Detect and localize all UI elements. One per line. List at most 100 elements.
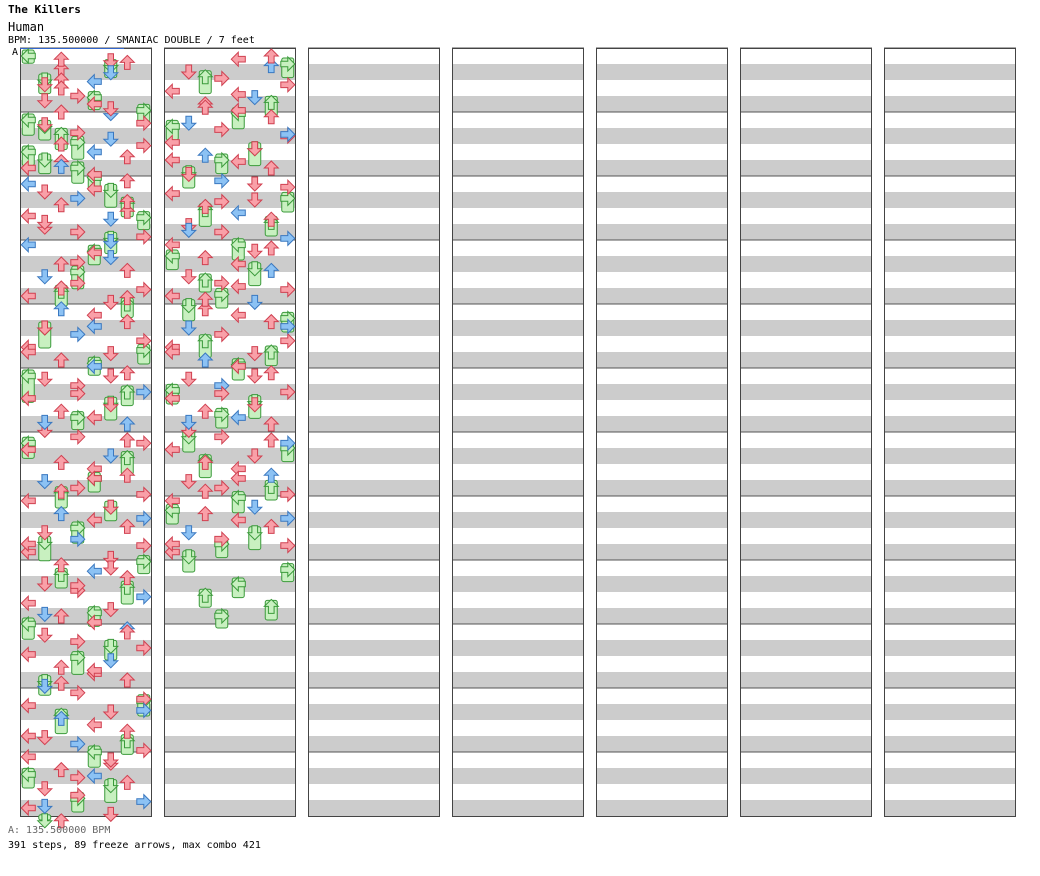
- freeze-head: [197, 69, 214, 85]
- quarter-note-arrow: [102, 101, 120, 117]
- eighth-note-arrow: [180, 222, 198, 239]
- beat-stripe: [884, 640, 1016, 656]
- beat-stripe: [452, 784, 584, 800]
- quarter-note-arrow: [164, 441, 180, 458]
- beat-stripe: [596, 48, 728, 64]
- quarter-note-arrow: [263, 313, 280, 330]
- beat-stripe: [20, 320, 152, 336]
- beat-stripe: [884, 592, 1016, 608]
- beat-stripe: [20, 368, 152, 384]
- beat-stripe: [164, 48, 296, 64]
- beat-stripe: [452, 752, 584, 768]
- beat-stripe: [164, 256, 296, 272]
- quarter-note-arrow: [20, 287, 36, 305]
- beat-stripe: [308, 432, 440, 448]
- quarter-note-arrow: [280, 332, 296, 350]
- beat-stripe: [452, 240, 584, 256]
- beat-stripe: [596, 192, 728, 208]
- beat-stripe: [164, 176, 296, 192]
- beat-stripe: [20, 736, 152, 752]
- beat-stripe: [884, 48, 1016, 64]
- beat-stripe: [596, 336, 728, 352]
- beat-stripe: [740, 448, 872, 464]
- beat-stripe: [740, 48, 872, 64]
- quarter-note-arrow: [246, 397, 264, 413]
- beat-stripe: [308, 304, 440, 320]
- beat-stripe: [308, 192, 440, 208]
- quarter-note-arrow: [53, 51, 70, 67]
- chart-meta: BPM: 135.500000 / SMANIAC DOUBLE / 7 fee…: [8, 35, 255, 46]
- beat-stripe: [164, 640, 296, 656]
- eighth-note-arrow: [102, 65, 120, 81]
- beat-stripe: [596, 240, 728, 256]
- beat-stripe: [740, 160, 872, 176]
- beat-stripe: [308, 240, 440, 256]
- quarter-note-arrow: [70, 428, 86, 446]
- quarter-note-arrow: [20, 492, 36, 510]
- beat-stripe: [164, 688, 296, 704]
- beat-stripe: [308, 512, 440, 528]
- beat-stripe: [740, 64, 872, 80]
- beat-stripe: [20, 64, 152, 80]
- beat-stripe: [596, 176, 728, 192]
- quarter-note-arrow: [70, 684, 86, 702]
- beat-stripe: [452, 192, 584, 208]
- beat-stripe: [884, 528, 1016, 544]
- freeze-head: [119, 449, 136, 466]
- quarter-note-arrow: [102, 806, 120, 823]
- beat-stripe: [596, 800, 728, 816]
- quarter-note-arrow: [102, 752, 120, 768]
- quarter-note-arrow: [214, 193, 230, 210]
- beat-stripe: [20, 720, 152, 736]
- beat-stripe: [308, 528, 440, 544]
- quarter-note-arrow: [20, 535, 36, 553]
- beat-stripe: [308, 288, 440, 304]
- quarter-note-arrow: [230, 255, 246, 273]
- beat-stripe: [884, 512, 1016, 528]
- freeze-head: [263, 598, 280, 614]
- eighth-note-arrow: [263, 262, 280, 278]
- quarter-note-arrow: [119, 193, 136, 210]
- quarter-note-arrow: [70, 786, 86, 804]
- beat-stripe: [20, 224, 152, 240]
- beat-stripe: [740, 352, 872, 368]
- freeze-head: [214, 151, 230, 169]
- beat-stripe: [20, 112, 152, 128]
- quarter-note-arrow: [20, 343, 36, 361]
- chart-stats: 391 steps, 89 freeze arrows, max combo 4…: [8, 840, 261, 851]
- eighth-note-arrow: [136, 588, 152, 606]
- beat-stripe: [308, 496, 440, 512]
- eighth-note-arrow: [36, 606, 54, 623]
- beat-stripe: [596, 768, 728, 784]
- beat-stripe: [740, 496, 872, 512]
- eighth-note-arrow: [86, 143, 102, 161]
- quarter-note-arrow: [230, 470, 246, 487]
- quarter-note-arrow: [164, 343, 180, 361]
- beat-stripe: [740, 256, 872, 272]
- eighth-note-arrow: [86, 358, 102, 375]
- quarter-note-arrow: [214, 223, 230, 241]
- beat-stripe: [308, 576, 440, 592]
- beat-stripe: [452, 432, 584, 448]
- beat-stripe: [20, 416, 152, 432]
- quarter-note-arrow: [36, 117, 54, 133]
- quarter-note-arrow: [230, 102, 246, 119]
- beat-stripe: [740, 144, 872, 160]
- beat-stripe: [452, 608, 584, 624]
- freeze-head: [70, 409, 86, 426]
- beat-stripe: [308, 320, 440, 336]
- quarter-note-arrow: [230, 278, 246, 295]
- beat-stripe: [20, 784, 152, 800]
- beat-stripe: [452, 720, 584, 736]
- quarter-note-arrow: [230, 50, 246, 68]
- beat-stripe: [164, 608, 296, 624]
- beat-stripe: [308, 384, 440, 400]
- beat-stripe: [884, 448, 1016, 464]
- beat-stripe: [452, 768, 584, 784]
- beat-stripe: [308, 400, 440, 416]
- beat-stripe: [596, 560, 728, 576]
- beat-stripe: [884, 368, 1016, 384]
- beat-stripe: [884, 496, 1016, 512]
- quarter-note-arrow: [86, 614, 102, 631]
